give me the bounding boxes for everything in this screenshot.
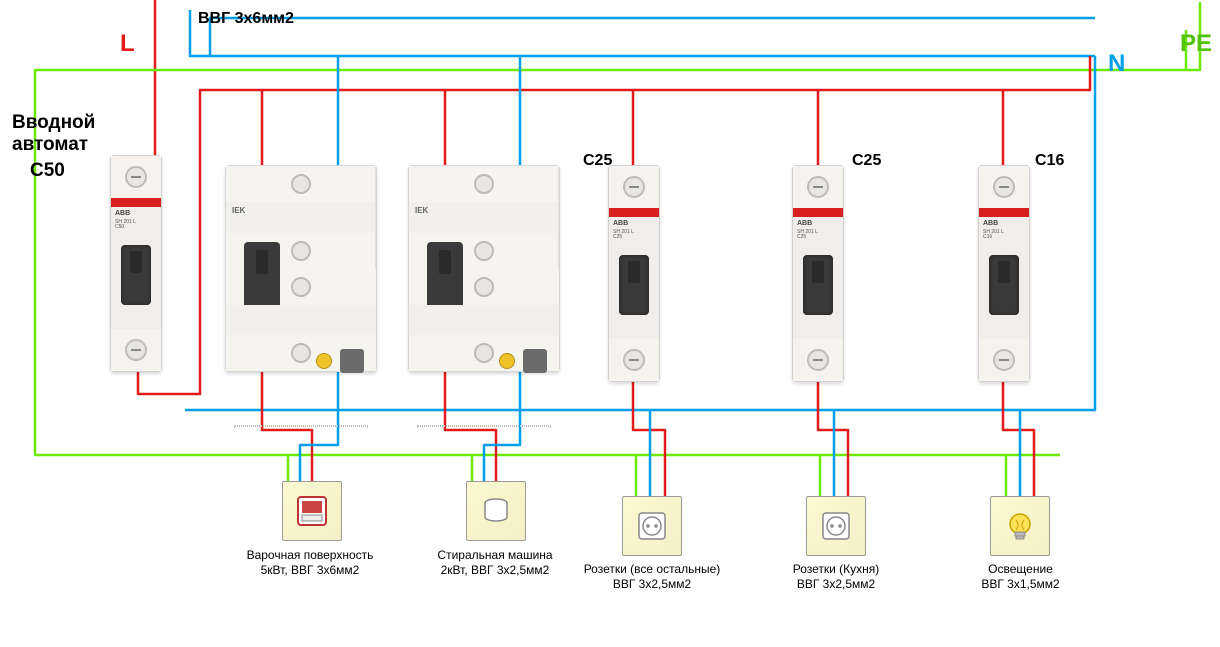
load-sockets-all-caption: Розетки (все остальные) ВВГ 3х2,5мм2 — [562, 562, 742, 592]
main-breaker-title: Вводной автомат — [12, 112, 95, 156]
avdt-32a: IEK — [225, 165, 377, 372]
toggle-icon — [619, 255, 649, 315]
test-button-icon — [523, 349, 547, 373]
main-breaker-rating: C50 — [30, 160, 65, 182]
load-washer-caption: Стиральная машина 2кВт, ВВГ 3х2,5мм2 — [410, 548, 580, 578]
label-N: N — [1108, 50, 1125, 78]
load-sockets-kitchen-caption: Розетки (Кухня) ВВГ 3х2,5мм2 — [756, 562, 916, 592]
breaker-c25-1: ABBSH 201 LC25 — [608, 165, 660, 382]
load-hob-caption: Варочная поверхность 5кВт, ВВГ 3х6мм2 — [220, 548, 400, 578]
breaker-c25-2: ABBSH 201 LC25 — [792, 165, 844, 382]
bulb-icon — [1000, 506, 1040, 546]
wire-L — [633, 382, 665, 496]
load-washer — [466, 481, 526, 541]
load-lighting — [990, 496, 1050, 556]
wire-L — [818, 382, 848, 496]
wire-N — [484, 372, 520, 481]
br3-rating: C16 — [1035, 152, 1064, 170]
wire-N — [210, 18, 1095, 56]
socket-icon — [632, 506, 672, 546]
label-L: L — [120, 30, 135, 58]
socket-icon — [816, 506, 856, 546]
wire-L — [445, 372, 496, 481]
washer-icon — [476, 491, 516, 531]
wire-N — [190, 10, 1095, 56]
avdt-25a: IEK — [408, 165, 560, 372]
label-PE: PE — [1180, 30, 1212, 58]
load-lighting-caption: Освещение ВВГ 3х1,5мм2 — [948, 562, 1093, 592]
wire-N — [300, 372, 338, 481]
test-button-icon — [340, 349, 364, 373]
toggle-icon — [121, 245, 151, 305]
toggle-icon — [803, 255, 833, 315]
load-sockets-all — [622, 496, 682, 556]
toggle-icon — [244, 242, 280, 312]
indicator-icon — [499, 353, 515, 369]
load-sockets-kitchen — [806, 496, 866, 556]
cable-spec-label: ВВГ 3х6мм2 — [198, 10, 294, 28]
load-hob — [282, 481, 342, 541]
wire-L — [1003, 382, 1034, 496]
br2-rating: C25 — [852, 152, 881, 170]
toggle-icon — [427, 242, 463, 312]
toggle-icon — [989, 255, 1019, 315]
wire-L — [262, 372, 312, 481]
main-breaker: ABB SH 201 LC50 — [110, 155, 162, 372]
breaker-c16: ABBSH 201 LC16 — [978, 165, 1030, 382]
hob-icon — [292, 491, 332, 531]
indicator-icon — [316, 353, 332, 369]
